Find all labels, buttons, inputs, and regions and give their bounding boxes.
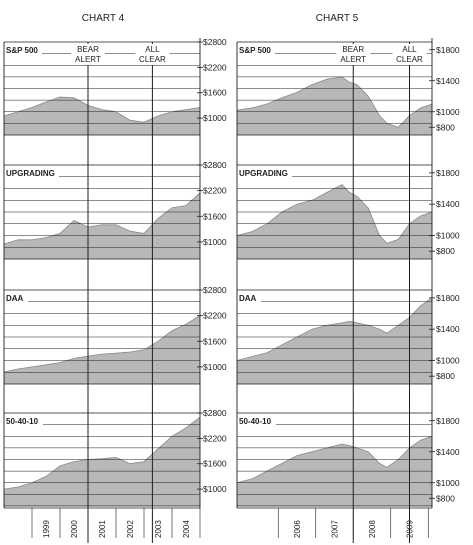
x-tick-label: 2002 xyxy=(126,520,135,538)
annotation-bg xyxy=(71,44,105,65)
y-tick-label: $1600 xyxy=(203,459,227,469)
panel-name-bg xyxy=(4,416,43,427)
y-tick-label: $2200 xyxy=(203,186,227,196)
x-tick-label: 2008 xyxy=(368,520,377,538)
chart-4-title: CHART 4 xyxy=(82,13,125,24)
chart-panels: $2800 $2200 $1600 $1000 S&P 500 $2800 $2200 $16… xyxy=(3,37,460,543)
y-tick-label: $1800 xyxy=(436,293,460,303)
x-tick-label: 2000 xyxy=(70,520,79,538)
panel-name: UPGRADING xyxy=(239,169,288,178)
panel-1-2: $2800 $2200 $1600 $1000 UPGRADING xyxy=(3,160,227,260)
panel-name: DAA xyxy=(6,294,24,303)
series-area xyxy=(4,315,200,384)
panel-name-bg xyxy=(4,168,59,179)
annotation-bg xyxy=(392,44,427,65)
y-tick-label: $1600 xyxy=(203,336,227,346)
annotation-label-2: CLEAR xyxy=(139,55,166,64)
series-line xyxy=(3,315,201,373)
panel-name-bg xyxy=(4,293,28,304)
panel-name: UPGRADING xyxy=(6,169,55,178)
x-tick-label: 2004 xyxy=(182,520,191,538)
series-area xyxy=(237,184,432,259)
panel-name-bg xyxy=(237,168,292,179)
series-line xyxy=(3,416,201,490)
x-tick-label: 2001 xyxy=(98,520,107,538)
x-tick-label: 2006 xyxy=(293,520,302,538)
x-tick-label: 1999 xyxy=(42,520,51,538)
y-tick-label: $2800 xyxy=(203,37,227,47)
y-tick-label: $2800 xyxy=(203,160,227,170)
annotation-label-2: ALL xyxy=(402,45,417,54)
y-tick-label: $1000 xyxy=(436,356,460,366)
panel-2-1: $1800 $1400 $1000 $800 S&P 500 xyxy=(236,41,460,136)
series-line xyxy=(236,435,433,484)
panel-name-bg xyxy=(237,416,276,427)
panel-name-bg xyxy=(237,45,275,56)
y-tick-label: $1800 xyxy=(436,416,460,426)
annotation-label-2: CLEAR xyxy=(396,55,423,64)
y-tick-label: $1400 xyxy=(436,199,460,209)
annotation-bg xyxy=(336,44,371,65)
chart-5-title: CHART 5 xyxy=(316,13,359,24)
y-tick-label: $1600 xyxy=(203,88,227,98)
y-tick-label: $1800 xyxy=(436,45,460,55)
annotation-bg xyxy=(135,44,170,65)
y-tick-label: $1400 xyxy=(436,324,460,334)
annotation-label-1: BEAR xyxy=(342,45,364,54)
panel-name: S&P 500 xyxy=(239,46,271,55)
y-tick-label: $1000 xyxy=(436,231,460,241)
y-tick-label: $1400 xyxy=(436,76,460,86)
series-line xyxy=(236,297,433,361)
y-tick-label: $2200 xyxy=(203,311,227,321)
x-tick-label: 2003 xyxy=(154,520,163,538)
y-tick-label: $1000 xyxy=(436,478,460,488)
panel-name: 50-40-10 xyxy=(6,417,39,426)
series-area xyxy=(4,417,200,506)
series-area xyxy=(4,97,200,135)
annotation-label-2: ALL xyxy=(145,45,160,54)
series-area xyxy=(237,76,432,135)
series-line xyxy=(3,96,201,123)
x-tick-label: 2009 xyxy=(406,520,415,538)
y-tick-label: $2800 xyxy=(203,285,227,295)
y-tick-label: $1000 xyxy=(203,362,227,372)
panel-name: DAA xyxy=(239,294,257,303)
y-tick-label: $2200 xyxy=(203,433,227,443)
series-line xyxy=(3,192,201,245)
x-tick-label: 2007 xyxy=(331,520,340,538)
y-tick-label: $1800 xyxy=(436,168,460,178)
series-area xyxy=(4,192,200,259)
y-tick-label: $1000 xyxy=(203,484,227,494)
y-tick-label: $800 xyxy=(436,246,455,256)
y-tick-label: $1000 xyxy=(203,113,227,123)
series-area xyxy=(237,297,432,384)
series-line xyxy=(236,184,433,244)
y-tick-label: $800 xyxy=(436,493,455,503)
y-tick-label: $1000 xyxy=(203,237,227,247)
panel-2-3: $1800 $1400 $1000 $800 DAA xyxy=(236,289,460,385)
y-tick-label: $1400 xyxy=(436,447,460,457)
panel-1-3: $2800 $2200 $1600 $1000 DAA xyxy=(3,285,227,385)
panel-name-bg xyxy=(4,45,42,56)
panel-name-bg xyxy=(237,293,261,304)
y-tick-label: $1000 xyxy=(436,107,460,117)
y-tick-label: $1600 xyxy=(203,211,227,221)
panel-1-4: $2800 $2200 $1600 $1000 50-40-10 xyxy=(3,408,227,507)
annotation-label-1: ALERT xyxy=(340,55,366,64)
panel-2-4: $1800 $1400 $1000 $800 50-40-10 xyxy=(236,412,460,507)
y-tick-label: $800 xyxy=(436,371,455,381)
chart-2: $1800 $1400 $1000 $800 S&P 500 $1800 $1400 $100… xyxy=(236,38,460,543)
y-tick-label: $800 xyxy=(436,122,455,132)
panel-name: 50-40-10 xyxy=(239,417,272,426)
y-tick-label: $2200 xyxy=(203,62,227,72)
panel-name: S&P 500 xyxy=(6,46,38,55)
annotation-label-1: BEAR xyxy=(77,45,99,54)
panel-1-1: $2800 $2200 $1600 $1000 S&P 500 xyxy=(3,37,227,136)
panel-2-2: $1800 $1400 $1000 $800 UPGRADING xyxy=(236,164,460,260)
chart-1: $2800 $2200 $1600 $1000 S&P 500 $2800 $2200 $16… xyxy=(3,37,227,543)
annotation-label-1: ALERT xyxy=(75,55,101,64)
y-tick-label: $2800 xyxy=(203,408,227,418)
